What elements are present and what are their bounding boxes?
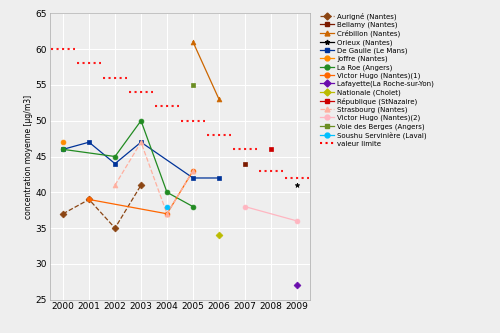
Legend: Aurigné (Nantes), Bellamy (Nantes), Crébillon (Nantes), Orieux (Nantes), De Gaul: Aurigné (Nantes), Bellamy (Nantes), Créb… xyxy=(318,11,436,148)
Y-axis label: concentration moyenne [µg/m3]: concentration moyenne [µg/m3] xyxy=(24,95,33,218)
